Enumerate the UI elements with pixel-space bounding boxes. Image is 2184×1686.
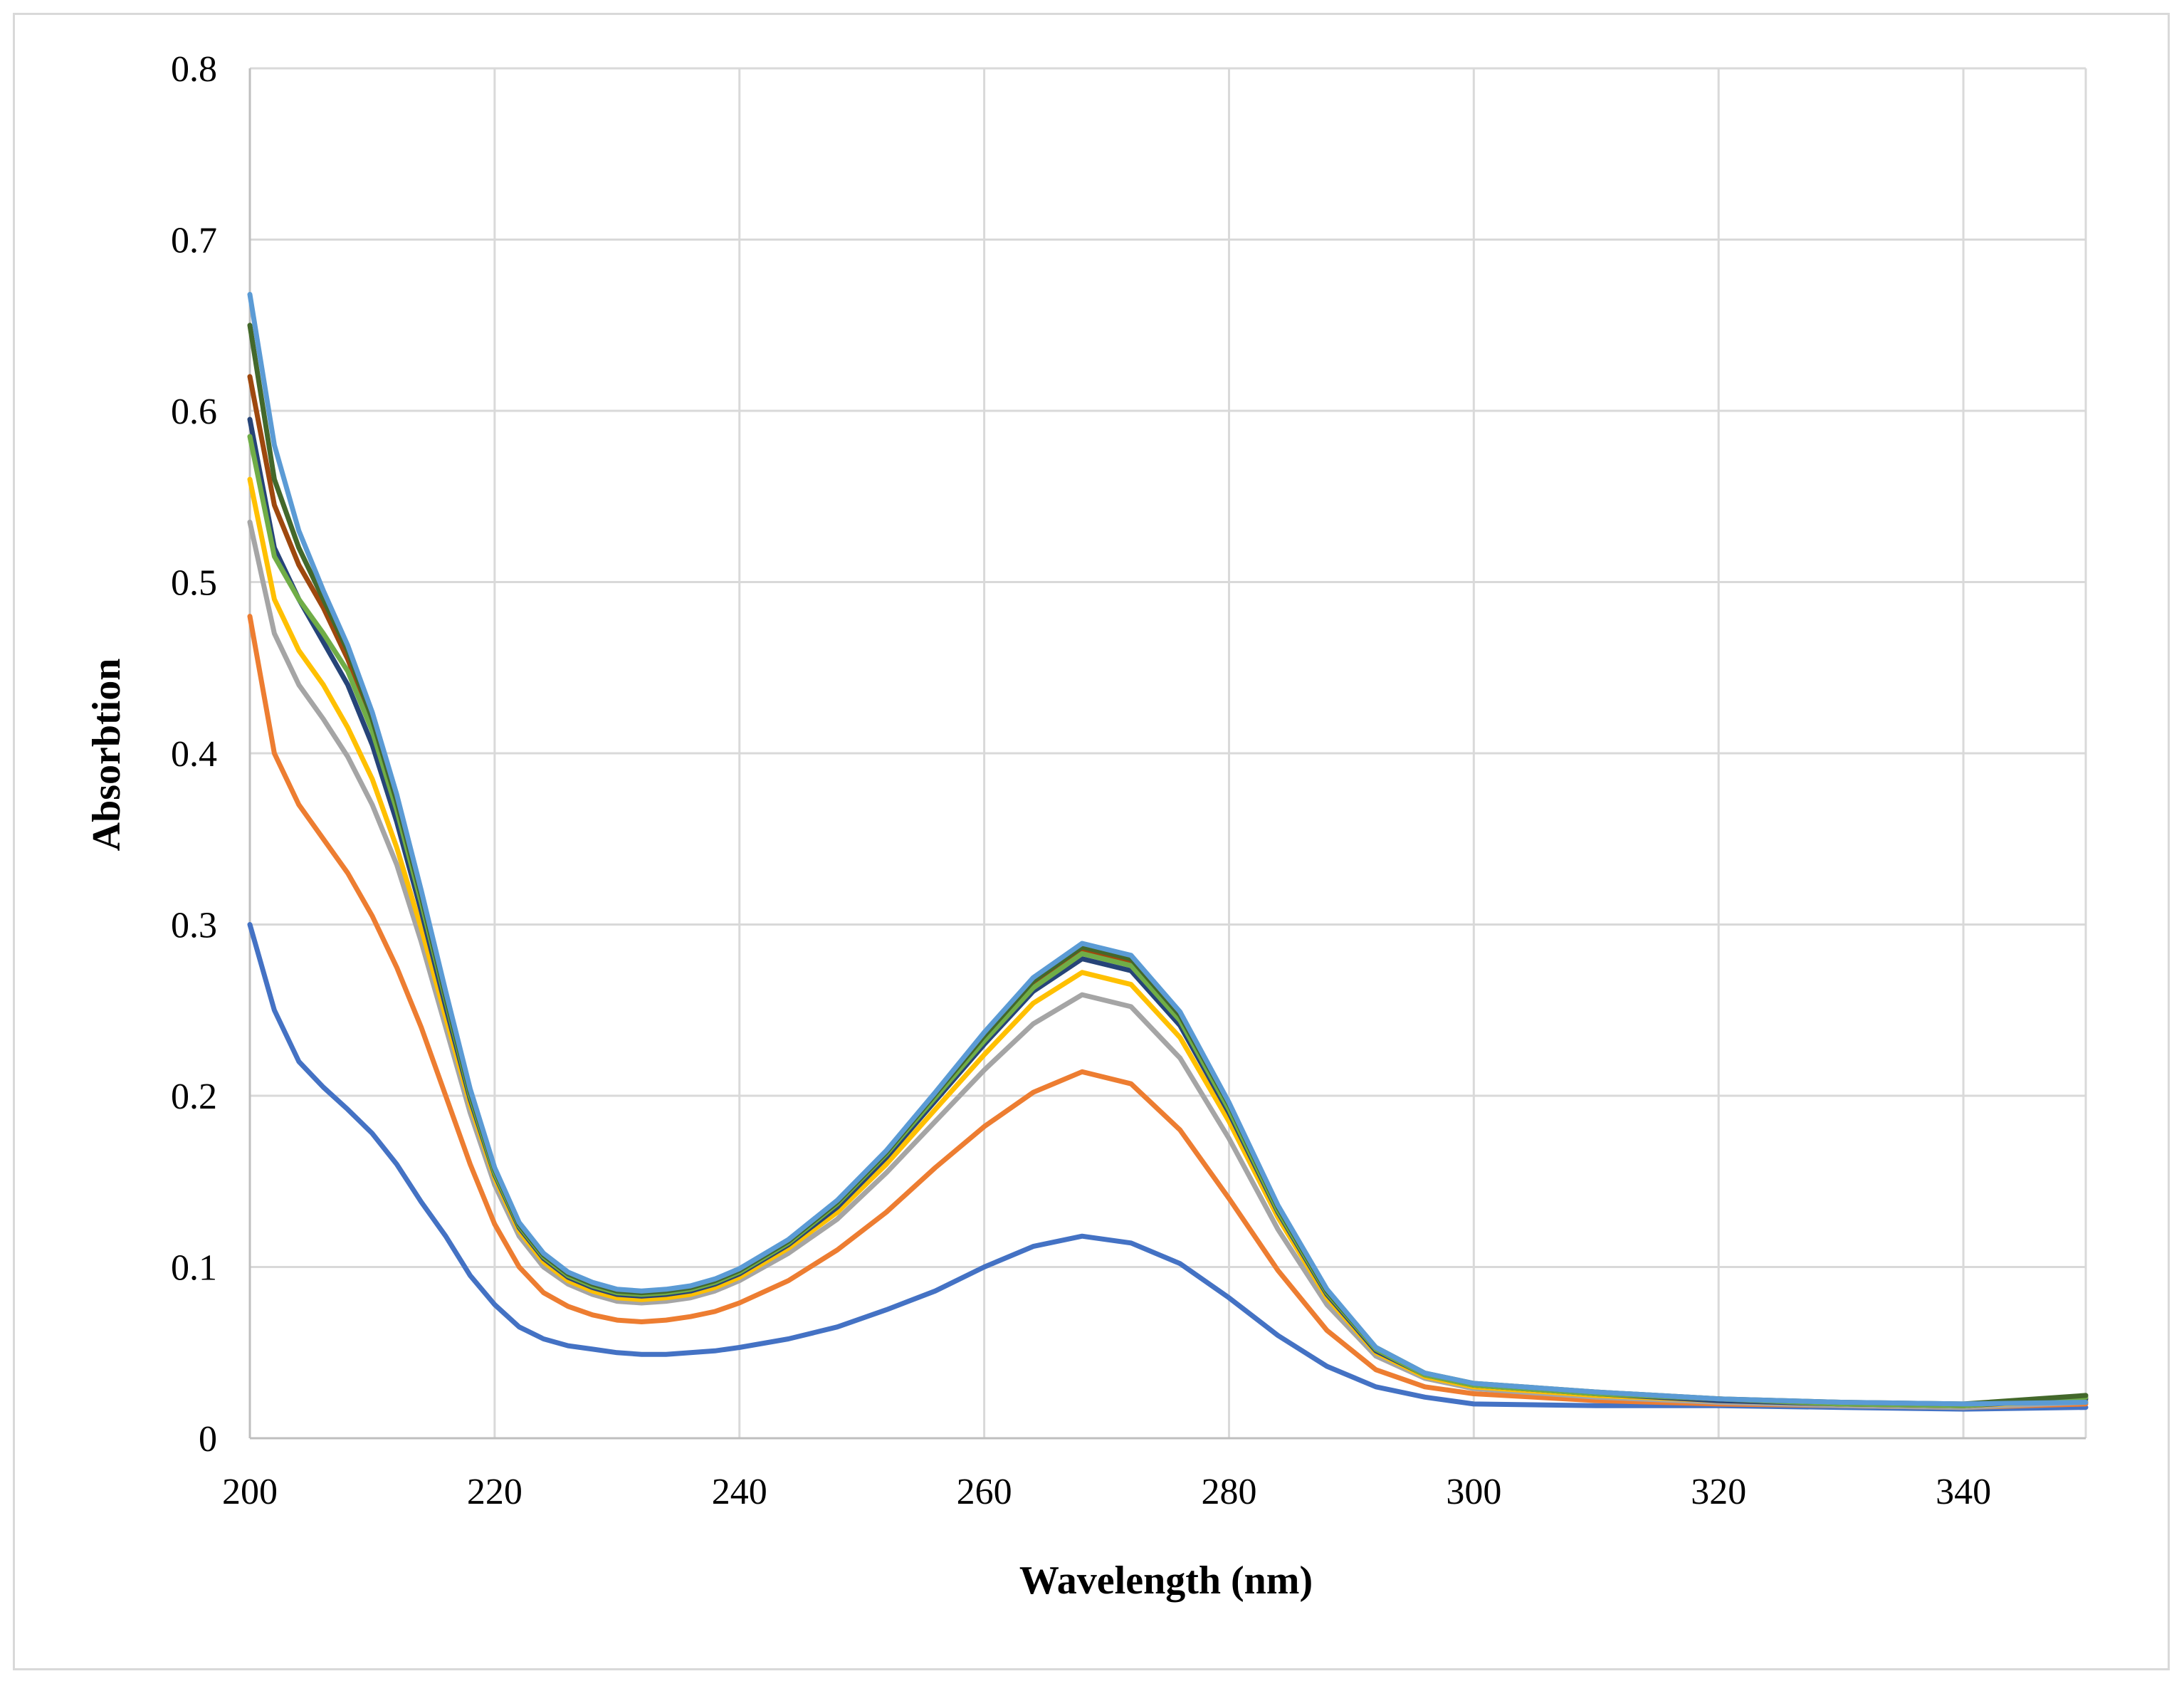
series-line-series-9 xyxy=(247,292,2089,1407)
x-tick-label: 280 xyxy=(1201,1472,1256,1512)
series-line-series-1 xyxy=(247,922,2089,1412)
y-tick-label: 0.6 xyxy=(171,392,217,432)
chart-frame xyxy=(13,13,2170,1670)
x-tick-label: 320 xyxy=(1691,1472,1746,1512)
series-lines xyxy=(247,292,2089,1412)
x-tick-label: 340 xyxy=(1936,1472,1991,1512)
y-tick-label: 0.1 xyxy=(171,1248,217,1289)
x-tick-label: 240 xyxy=(712,1472,767,1512)
series-line-series-3 xyxy=(247,519,2089,1410)
y-tick-labels: 0 0.1 0.2 0.3 0.4 0.5 0.6 0.7 0.8 xyxy=(171,49,217,1460)
x-tick-label: 220 xyxy=(467,1472,523,1512)
x-axis-title: Wavelength (nm) xyxy=(1019,1559,1313,1603)
y-tick-label: 0.4 xyxy=(171,734,217,775)
y-tick-label: 0.7 xyxy=(171,221,217,261)
y-tick-label: 0.3 xyxy=(171,906,217,946)
y-tick-label: 0 xyxy=(199,1419,217,1460)
y-axis-title: Absorbtion xyxy=(85,659,129,852)
y-tick-label: 0.5 xyxy=(171,563,217,604)
series-line-series-6 xyxy=(247,374,2089,1408)
y-tick-label: 0.2 xyxy=(171,1077,217,1117)
x-tick-label: 300 xyxy=(1446,1472,1501,1512)
series-line-series-2 xyxy=(247,614,2089,1410)
x-tick-label: 260 xyxy=(957,1472,1012,1512)
y-tick-label: 0.8 xyxy=(171,49,217,90)
x-tick-label: 200 xyxy=(222,1472,278,1512)
x-tick-labels: 200 220 240 260 280 300 320 340 xyxy=(222,1472,1991,1512)
